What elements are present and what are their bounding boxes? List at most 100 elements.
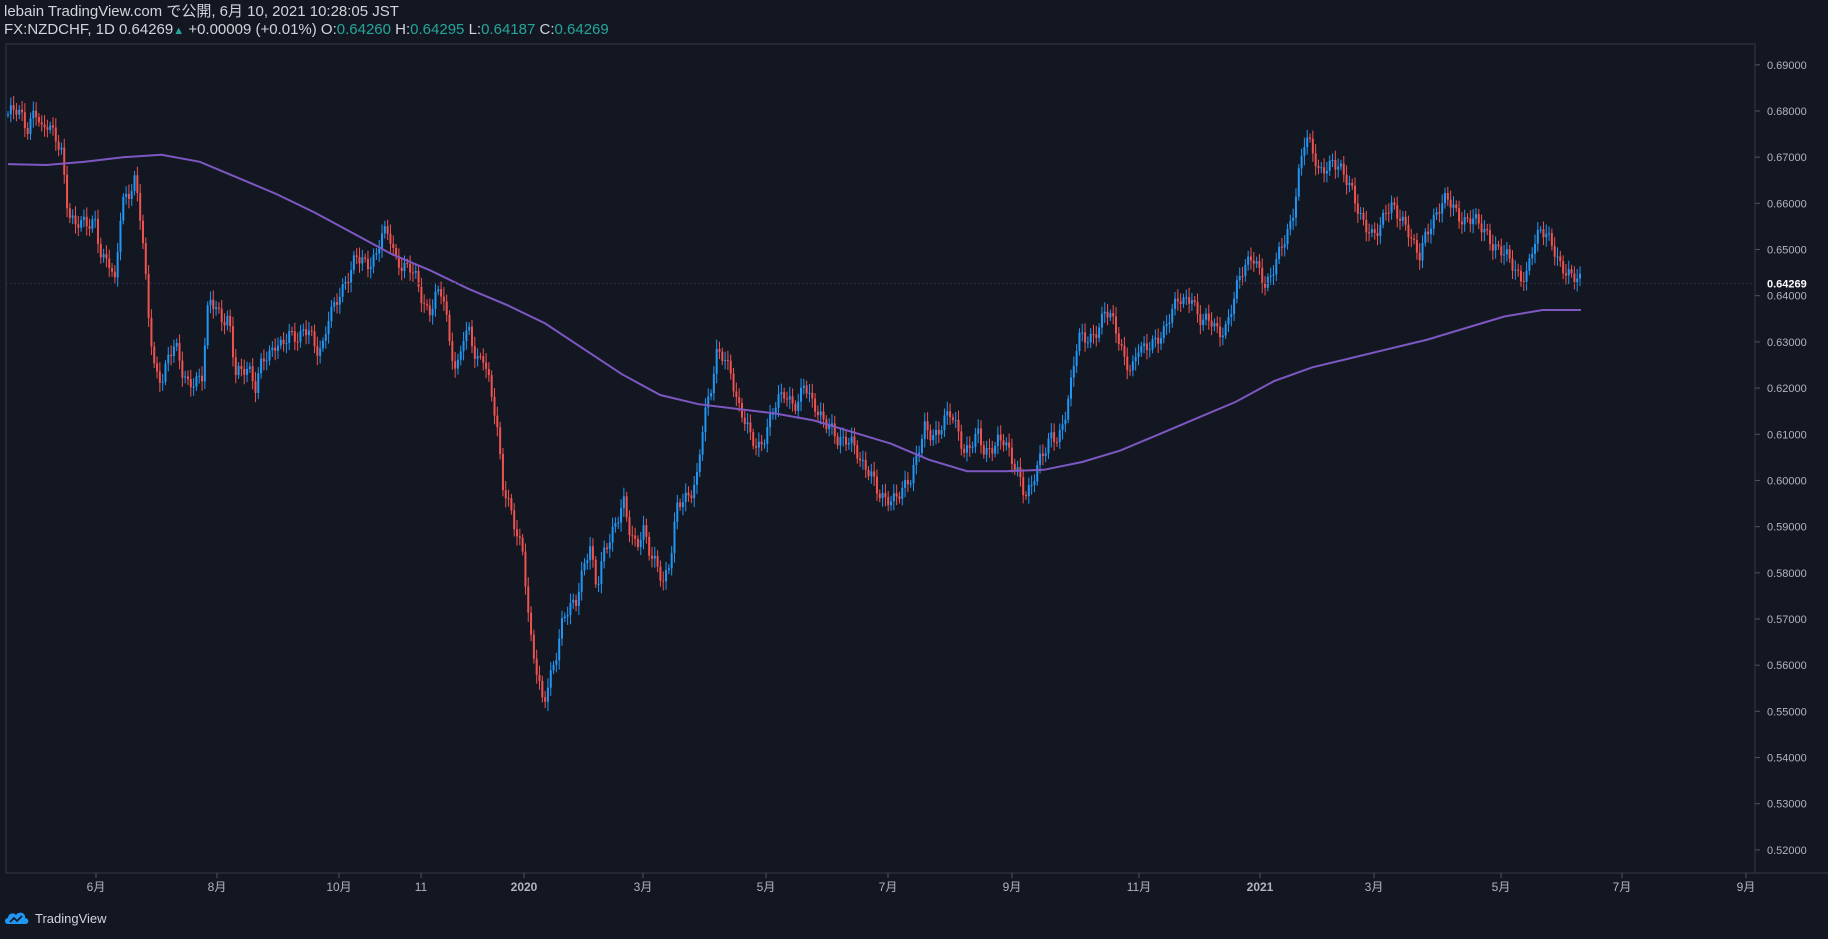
- candle-body: [1126, 356, 1129, 371]
- candle-body: [1390, 202, 1393, 213]
- candle-body: [32, 110, 35, 119]
- candle-body: [1359, 213, 1362, 215]
- candle-body: [878, 493, 881, 499]
- x-tick-label: 2021: [1247, 880, 1274, 894]
- x-tick-label: 11月: [1127, 880, 1151, 894]
- candle-body: [1370, 229, 1373, 233]
- candle-body: [1069, 377, 1072, 399]
- candle-body: [1452, 204, 1455, 208]
- candle-body: [625, 496, 628, 518]
- candle-body: [881, 493, 884, 499]
- y-tick-label: 0.64000: [1767, 291, 1807, 303]
- candle-body: [1576, 278, 1579, 283]
- candle-body: [892, 493, 895, 502]
- candle-body: [1339, 163, 1342, 167]
- candle-body: [650, 555, 653, 559]
- candle-body: [175, 343, 178, 347]
- candle-body: [409, 263, 412, 273]
- candle-body: [1123, 345, 1126, 357]
- candle-body: [248, 366, 251, 369]
- x-tick-label: 2020: [511, 880, 538, 894]
- candle-body: [589, 546, 592, 561]
- candle-body: [1534, 243, 1537, 254]
- candle-body: [634, 535, 637, 539]
- candle-body: [721, 351, 724, 362]
- candle-body: [113, 271, 116, 278]
- candle-body: [558, 638, 561, 661]
- candle-body: [980, 428, 983, 446]
- candle-body: [1033, 481, 1036, 485]
- candle-body: [85, 216, 88, 227]
- candle-body: [960, 431, 963, 449]
- candle-body: [156, 363, 159, 372]
- candle-body: [414, 270, 417, 273]
- candle-body: [895, 493, 898, 497]
- candle-body: [816, 411, 819, 416]
- x-tick-label: 8月: [208, 880, 227, 894]
- candle-body: [26, 127, 29, 134]
- candle-body: [1517, 269, 1520, 271]
- candle-body: [1075, 351, 1078, 366]
- candle-body: [451, 341, 454, 362]
- y-tick-label: 0.68000: [1767, 106, 1807, 118]
- candle-body: [195, 376, 198, 387]
- candle-body: [397, 255, 400, 268]
- candle-body: [1351, 182, 1354, 186]
- candle-body: [189, 378, 192, 388]
- candle-body: [192, 386, 195, 388]
- candle-body: [1219, 326, 1222, 338]
- candle-body: [791, 396, 794, 404]
- candle-body: [1297, 168, 1300, 197]
- candle-body: [1210, 320, 1213, 327]
- candle-body: [229, 315, 232, 327]
- x-tick-label: 9月: [1003, 880, 1022, 894]
- candle-body: [822, 411, 825, 420]
- candle-body: [1480, 223, 1483, 233]
- candle-body: [563, 616, 566, 619]
- candle-body: [299, 330, 302, 342]
- candle-body: [251, 366, 254, 382]
- candle-body: [572, 599, 575, 603]
- candle-body: [172, 346, 175, 357]
- candle-body: [746, 422, 749, 425]
- candle-body: [1483, 228, 1486, 233]
- candle-body: [7, 114, 9, 116]
- candle-body: [591, 546, 594, 560]
- candle-body: [358, 256, 361, 264]
- candle-body: [940, 429, 943, 435]
- candle-body: [125, 193, 128, 197]
- y-tick-label: 0.59000: [1767, 522, 1807, 534]
- candle-body: [850, 436, 853, 444]
- candle-body: [738, 397, 741, 404]
- candle-body: [830, 423, 833, 426]
- candle-body: [887, 497, 890, 506]
- candle-body: [988, 448, 991, 450]
- candle-body: [1025, 495, 1028, 497]
- candle-body: [780, 392, 783, 395]
- tradingview-logo[interactable]: TradingView: [4, 910, 107, 926]
- candle-body: [549, 670, 552, 688]
- candle-body: [724, 360, 727, 362]
- candle-body: [552, 664, 555, 671]
- candle-body: [785, 398, 788, 400]
- candle-body: [1508, 249, 1511, 259]
- candle-body: [1039, 453, 1042, 466]
- candle-body: [63, 147, 66, 175]
- candle-body: [951, 417, 954, 420]
- candle-body: [555, 660, 558, 665]
- candle-body: [347, 282, 350, 284]
- y-tick-label: 0.66000: [1767, 198, 1807, 210]
- candle-body: [71, 215, 74, 218]
- candle-body: [743, 417, 746, 425]
- candle-body: [161, 381, 164, 383]
- candle-body: [605, 547, 608, 550]
- candle-body: [912, 464, 915, 484]
- candle-body: [487, 368, 490, 376]
- candle-body: [1559, 256, 1562, 262]
- candle-body: [37, 117, 40, 123]
- candle-body: [828, 425, 831, 430]
- candle-body: [718, 348, 721, 352]
- candle-body: [954, 419, 957, 421]
- candle-body: [923, 421, 926, 439]
